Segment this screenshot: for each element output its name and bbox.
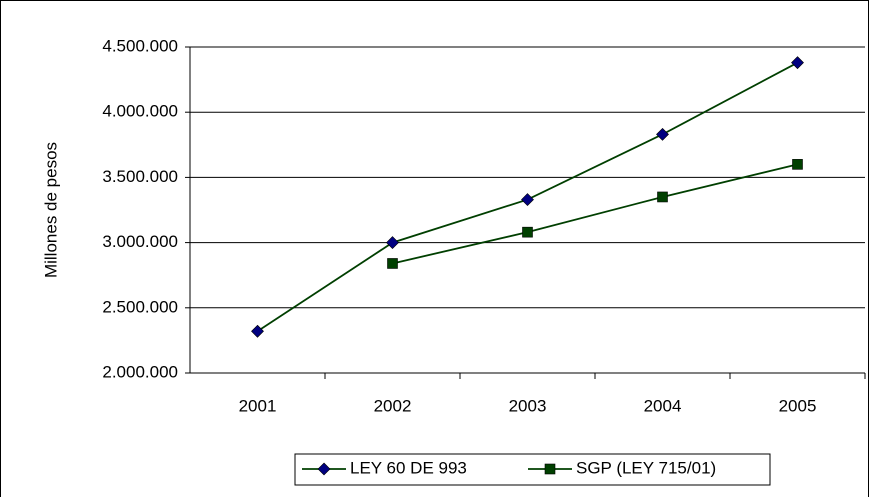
y-axis-label: Millones de pesos — [41, 142, 60, 278]
x-tick-label: 2001 — [239, 396, 277, 415]
y-tick-label: 4.000.000 — [102, 102, 178, 121]
point — [791, 56, 804, 70]
point — [521, 193, 534, 206]
point — [657, 191, 668, 203]
point — [387, 258, 398, 269]
legend-label: SGP (LEY 715/01) — [576, 458, 716, 477]
point — [386, 236, 399, 250]
x-tick-label: 2002 — [374, 396, 412, 415]
point — [522, 226, 533, 238]
y-tick-label: 3.000.000 — [102, 232, 178, 251]
point — [656, 127, 669, 141]
x-tick-label: 2003 — [509, 396, 547, 415]
point — [251, 324, 264, 338]
y-tick-label: 3.500.000 — [102, 167, 178, 186]
y-tick-label: 2.500.000 — [102, 297, 178, 316]
series-line — [392, 163, 798, 265]
y-tick-label: 2.000.000 — [102, 362, 178, 381]
x-tick-label: 2004 — [644, 396, 682, 415]
y-tick-label: 4.500.000 — [102, 36, 178, 55]
x-tick-label: 2005 — [779, 396, 817, 415]
legend-marker — [317, 462, 331, 476]
legend-label: LEY 60 DE 993 — [350, 458, 467, 477]
point — [792, 159, 803, 170]
legend-marker — [544, 463, 556, 475]
